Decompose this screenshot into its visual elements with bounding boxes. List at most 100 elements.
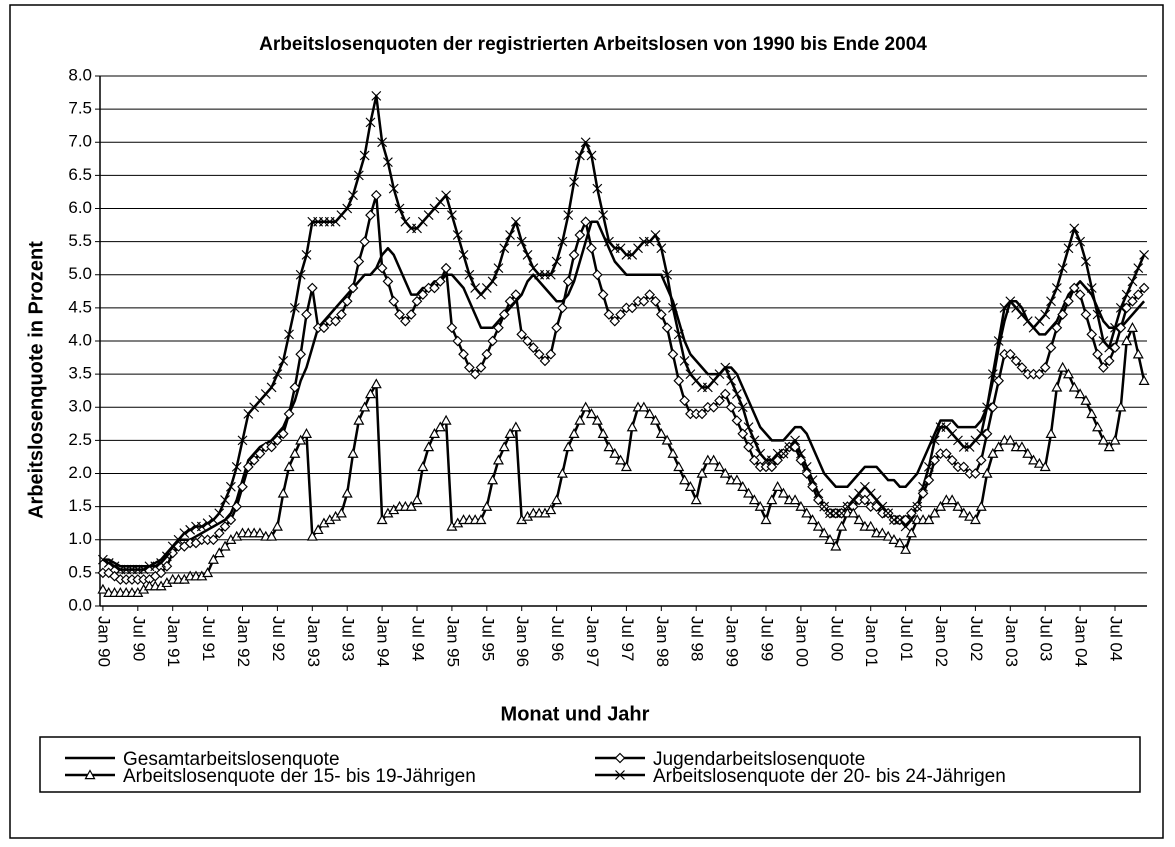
data-point <box>545 504 557 515</box>
data-point <box>440 414 452 425</box>
data-point <box>667 447 679 458</box>
data-point <box>295 348 307 360</box>
data-point <box>1074 289 1086 300</box>
data-point <box>1080 394 1092 405</box>
data-point <box>411 494 423 505</box>
data-point <box>394 203 405 214</box>
x-tick-label: Jul 01 <box>897 616 916 661</box>
data-point <box>1086 283 1097 293</box>
data-point <box>371 90 382 101</box>
data-point <box>475 362 487 373</box>
data-point <box>179 528 190 539</box>
data-point <box>940 448 952 459</box>
data-point <box>568 249 580 261</box>
data-point <box>569 177 579 187</box>
data-point <box>353 414 365 425</box>
data-point <box>591 414 603 425</box>
data-point <box>405 500 417 511</box>
data-point <box>813 488 824 499</box>
legend-marker <box>84 769 96 780</box>
data-point <box>161 560 173 572</box>
data-point <box>981 428 993 440</box>
data-point <box>522 249 533 260</box>
x-tick-label: Jan 01 <box>862 616 881 667</box>
data-point <box>598 210 609 221</box>
data-point <box>923 461 934 472</box>
data-point <box>365 117 376 128</box>
data-point <box>400 315 411 327</box>
data-point <box>277 487 289 498</box>
data-point <box>644 289 656 300</box>
data-point <box>382 276 394 287</box>
data-point <box>359 150 370 161</box>
x-tick-label: Jan 02 <box>932 616 951 667</box>
legend-label: Gesamtarbeitslosenquote <box>123 749 340 770</box>
data-point <box>912 501 923 512</box>
data-point <box>1103 441 1115 452</box>
data-point <box>516 236 527 247</box>
x-tick-label: Jan 04 <box>1072 616 1091 667</box>
data-point <box>1057 361 1069 372</box>
data-point <box>1086 408 1098 419</box>
data-point <box>1039 461 1051 472</box>
chart-title: Arbeitslosenquoten der registrierten Arb… <box>259 34 927 55</box>
y-tick-label: 3.5 <box>68 364 92 383</box>
data-point <box>1045 428 1057 438</box>
data-point <box>626 302 638 314</box>
y-tick-label: 2.5 <box>68 430 92 449</box>
legend-label: Arbeitslosenquote der 15- bis 19-Jährige… <box>123 766 476 787</box>
data-point <box>732 389 742 399</box>
data-point <box>1045 342 1057 353</box>
data-point <box>952 500 964 511</box>
data-point <box>1121 289 1132 300</box>
data-point <box>353 170 364 181</box>
data-point <box>551 494 563 505</box>
data-point <box>335 507 347 518</box>
data-point <box>777 487 789 498</box>
data-point <box>708 401 720 413</box>
data-point <box>603 441 615 452</box>
data-point <box>853 514 865 525</box>
data-point <box>277 428 289 440</box>
data-point <box>1034 368 1045 380</box>
data-point <box>306 530 318 541</box>
data-point <box>219 540 231 551</box>
data-point <box>219 521 231 532</box>
data-point <box>993 336 1004 346</box>
data-point <box>185 524 196 535</box>
y-tick-label: 2.0 <box>68 463 92 482</box>
data-point <box>725 401 737 413</box>
data-point <box>795 500 807 511</box>
data-point <box>743 487 755 498</box>
data-point <box>876 527 888 538</box>
data-point <box>341 487 353 498</box>
data-point <box>1139 249 1150 260</box>
data-point <box>690 494 702 505</box>
data-point <box>789 494 801 505</box>
data-point <box>987 447 999 458</box>
x-tick-label: Jul 91 <box>199 616 218 661</box>
x-tick-label: Jan 94 <box>374 616 393 667</box>
data-point <box>975 454 987 466</box>
data-point <box>696 408 708 420</box>
data-point <box>364 388 376 399</box>
data-point <box>731 474 743 485</box>
data-point <box>975 500 987 511</box>
data-point <box>597 428 609 438</box>
data-point <box>301 309 312 320</box>
data-point <box>662 269 673 280</box>
data-point <box>580 137 591 148</box>
data-point <box>1138 282 1150 294</box>
data-point <box>1028 454 1040 465</box>
data-point <box>638 295 650 307</box>
x-tick-label: Jan 93 <box>304 616 323 667</box>
data-point <box>196 521 207 532</box>
data-point <box>341 295 353 307</box>
data-point <box>1040 309 1051 320</box>
data-point <box>661 322 673 334</box>
data-point <box>1080 309 1092 320</box>
data-point <box>649 414 662 425</box>
y-tick-label: 8.0 <box>68 65 92 84</box>
data-point <box>464 362 475 373</box>
data-point <box>284 329 294 340</box>
